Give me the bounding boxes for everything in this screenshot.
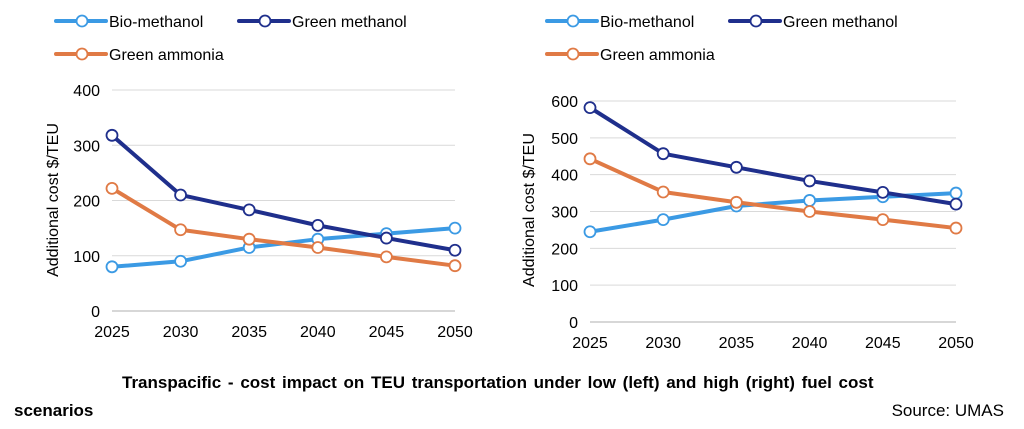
data-point — [448, 221, 462, 235]
data-point — [242, 232, 256, 246]
x-tick-label: 2035 — [231, 324, 267, 341]
y-tick-label: 400 — [551, 168, 578, 185]
series-line — [110, 133, 457, 253]
chart-2: 0 100 200 300 400 500 600 2025 2030 2035 2040 2045 2… — [521, 14, 974, 352]
chart-1: 0 100 200 300 400 2025 2030 2035 2040 2045 2050 Add… — [45, 14, 473, 341]
legend-label: Green ammonia — [600, 47, 715, 64]
y-axis-title: Additional cost $/TEU — [521, 133, 538, 287]
y-axis-title: Additional cost $/TEU — [45, 123, 62, 277]
data-point — [448, 243, 462, 257]
data-point — [105, 128, 119, 142]
x-tick-label: 2035 — [719, 335, 755, 352]
x-tick-label: 2025 — [572, 335, 608, 352]
data-point — [949, 221, 963, 235]
charts-canvas: 0 100 200 300 400 2025 2030 2035 2040 2045 2050 Add… — [45, 14, 974, 352]
data-point — [448, 259, 462, 273]
series-green-methanol — [105, 128, 462, 257]
figure-caption: Transpacific - cost impact on TEU transp… — [122, 373, 874, 392]
x-tick-label: 2050 — [437, 324, 473, 341]
x-tick-label: 2030 — [645, 335, 681, 352]
y-tick-label: 0 — [569, 315, 578, 332]
x-tick-label: 2050 — [938, 335, 974, 352]
legend-label: Green methanol — [783, 14, 898, 31]
data-point — [379, 250, 393, 264]
data-point — [803, 174, 816, 188]
legend-marker — [566, 47, 580, 61]
data-point — [174, 254, 188, 268]
data-point — [174, 223, 188, 237]
data-point — [379, 231, 393, 245]
series-green-methanol — [583, 101, 963, 211]
data-point — [311, 218, 325, 232]
data-point — [311, 241, 325, 254]
legend-marker — [75, 47, 89, 61]
data-point — [656, 213, 670, 227]
y-tick-label: 400 — [73, 83, 100, 100]
data-point — [949, 186, 963, 200]
data-point — [656, 147, 670, 161]
legend-item-green-methanol: Green methanol — [237, 14, 407, 31]
y-tick-label: 600 — [551, 94, 578, 111]
y-tick-label: 0 — [91, 304, 100, 321]
legend-label: Green methanol — [292, 14, 407, 31]
data-point — [105, 181, 119, 195]
data-point — [876, 185, 890, 199]
series-line — [110, 186, 457, 268]
series-line — [588, 156, 958, 231]
x-tick-label: 2025 — [94, 324, 130, 341]
legend-marker — [566, 14, 580, 28]
series-bio-methanol — [105, 221, 462, 274]
y-tick-label: 100 — [551, 278, 578, 295]
data-point — [730, 160, 743, 174]
legend-label: Bio-methanol — [600, 14, 694, 31]
x-tick-label: 2040 — [792, 335, 828, 352]
legend-marker — [258, 14, 272, 28]
legend-label: Bio-methanol — [109, 14, 203, 31]
y-tick-label: 200 — [73, 194, 100, 211]
y-tick-label: 200 — [551, 241, 578, 258]
y-tick-label: 100 — [73, 249, 100, 266]
y-tick-label: 300 — [551, 205, 578, 222]
x-tick-label: 2040 — [300, 324, 336, 341]
data-point — [656, 185, 670, 199]
data-point — [105, 260, 119, 274]
data-point — [583, 152, 597, 166]
legend-item-bio-methanol: Bio-methanol — [54, 14, 203, 31]
series-line — [588, 105, 958, 207]
x-tick-label: 2030 — [163, 324, 199, 341]
data-point — [174, 188, 188, 202]
legend-item-bio-methanol: Bio-methanol — [545, 14, 694, 31]
x-tick-label: 2045 — [369, 324, 405, 341]
data-point — [583, 225, 597, 239]
figure-caption-continued: scenarios — [14, 401, 94, 420]
data-point — [242, 203, 256, 217]
source-note: Source: UMAS — [891, 401, 1004, 420]
data-point — [803, 194, 816, 207]
data-point — [583, 101, 597, 115]
legend-marker — [749, 14, 763, 28]
series-green-ammonia — [583, 152, 963, 235]
data-point — [949, 197, 963, 211]
x-tick-label: 2045 — [865, 335, 901, 352]
legend-marker — [75, 14, 89, 28]
y-tick-label: 300 — [73, 138, 100, 155]
y-tick-label: 500 — [551, 131, 578, 148]
legend-label: Green ammonia — [109, 47, 224, 64]
data-point — [876, 213, 890, 227]
legend-item-green-methanol: Green methanol — [728, 14, 898, 31]
series-line — [588, 191, 958, 234]
legend-item-green-ammonia: Green ammonia — [54, 47, 224, 64]
data-point — [730, 195, 743, 209]
series-green-ammonia — [105, 181, 462, 273]
legend-item-green-ammonia: Green ammonia — [545, 47, 715, 64]
data-point — [803, 205, 816, 218]
